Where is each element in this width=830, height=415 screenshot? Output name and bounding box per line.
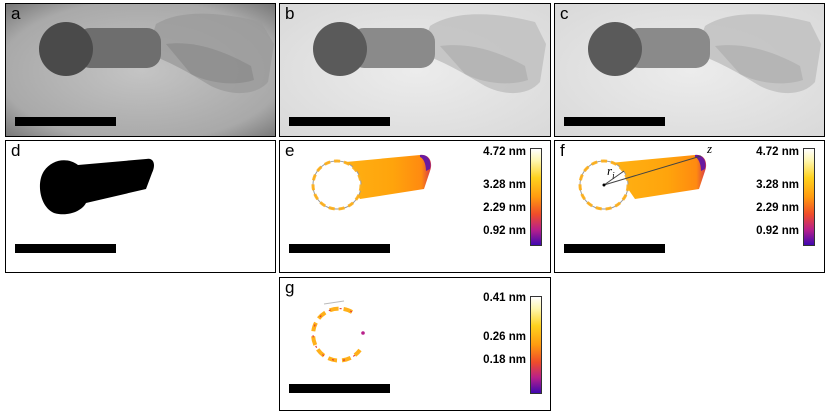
colorbar-tick: 4.72 nm	[483, 146, 526, 158]
panel-label: a	[11, 4, 21, 23]
colorbar-tick: 4.72 nm	[756, 146, 799, 158]
panel-label: g	[285, 278, 295, 297]
panel-label: f	[560, 141, 565, 160]
colorbar-tick: 0.26 nm	[483, 331, 526, 343]
panel-label: b	[285, 4, 295, 23]
panel-c: c	[554, 3, 825, 137]
panel-d: d	[5, 140, 276, 273]
colorbar-tick: 3.28 nm	[483, 179, 526, 191]
colorbar-tick: 2.29 nm	[483, 202, 526, 214]
panel-label: e	[285, 141, 295, 160]
scale-bar	[564, 117, 665, 126]
radius-symbol: r	[607, 163, 613, 178]
colorbar	[803, 148, 815, 246]
radius-label: ri	[607, 163, 615, 181]
panel-e: e 4.72 nm 3.28 nm 2.29 nm 0.92 nm	[279, 140, 551, 273]
tem-image-filtered	[280, 4, 550, 136]
scale-bar	[289, 244, 390, 253]
binary-mask	[39, 158, 155, 215]
colorbar-tick: 0.18 nm	[483, 354, 526, 366]
panel-a: a	[5, 3, 276, 137]
tem-image-raw	[6, 4, 275, 136]
thickness-map	[311, 154, 432, 211]
colorbar	[530, 148, 542, 246]
colorbar	[530, 296, 542, 394]
axis-z-label: z	[707, 141, 713, 156]
colorbar-tick: 0.92 nm	[483, 225, 526, 237]
scale-bar	[289, 384, 390, 393]
panel-label: c	[560, 4, 569, 23]
panel-f: f z ri 4.72 nm 3.28 nm 2.29 nm 0.92 nm	[554, 140, 825, 273]
scale-bar	[15, 244, 116, 253]
thickness-map-annotated	[578, 154, 707, 211]
radius-subscript: i	[612, 170, 615, 181]
colorbar-tick: 2.29 nm	[756, 202, 799, 214]
colorbar-tick: 0.41 nm	[483, 292, 526, 304]
colorbar-tick: 0.92 nm	[756, 225, 799, 237]
panel-b: b	[279, 3, 551, 137]
colorbar-tick: 3.28 nm	[756, 179, 799, 191]
scale-bar	[289, 117, 390, 126]
scale-bar	[564, 244, 665, 253]
panel-g: g 0.41 nm 0.26 nm 0.18 nm	[279, 277, 551, 411]
tem-image-processed	[555, 4, 824, 136]
panel-label: d	[11, 141, 21, 160]
residual-ring-map	[311, 300, 365, 363]
scale-bar	[15, 117, 116, 126]
